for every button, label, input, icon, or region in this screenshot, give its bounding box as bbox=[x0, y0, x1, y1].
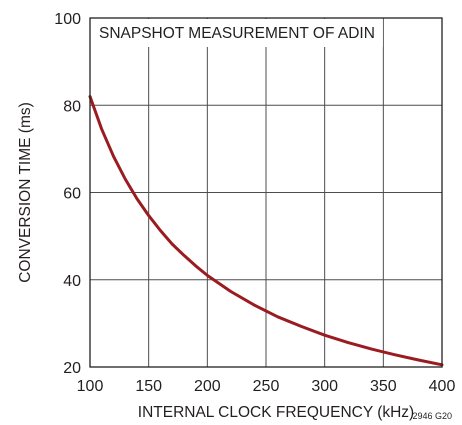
x-tick-label: 100 bbox=[77, 378, 104, 395]
figure-code: 2946 G20 bbox=[412, 411, 452, 421]
chart-title: SNAPSHOT MEASUREMENT OF ADIN bbox=[99, 25, 375, 42]
y-tick-label: 40 bbox=[63, 273, 81, 290]
y-tick-label: 20 bbox=[63, 360, 81, 377]
x-tick-label: 200 bbox=[194, 378, 221, 395]
conversion-time-curve bbox=[88, 95, 444, 367]
x-tick-label: 250 bbox=[253, 378, 280, 395]
x-tick-label: 300 bbox=[311, 378, 338, 395]
y-tick-label: 80 bbox=[63, 98, 81, 115]
y-axis-title: CONVERSION TIME (ms) bbox=[17, 102, 34, 283]
x-axis-title: INTERNAL CLOCK FREQUENCY (kHz) bbox=[138, 404, 414, 421]
x-tick-label: 350 bbox=[370, 378, 397, 395]
chart-title-background bbox=[91, 19, 383, 47]
y-tick-labels: 20 40 60 80 100 bbox=[54, 11, 81, 377]
x-tick-label: 400 bbox=[429, 378, 456, 395]
y-tick-label: 60 bbox=[63, 186, 81, 203]
y-tick-label: 100 bbox=[54, 11, 81, 28]
x-tick-label: 150 bbox=[135, 378, 162, 395]
x-tick-labels: 100 150 200 250 300 350 400 bbox=[77, 378, 456, 395]
grid bbox=[90, 18, 442, 367]
plot-frame bbox=[89, 17, 443, 368]
